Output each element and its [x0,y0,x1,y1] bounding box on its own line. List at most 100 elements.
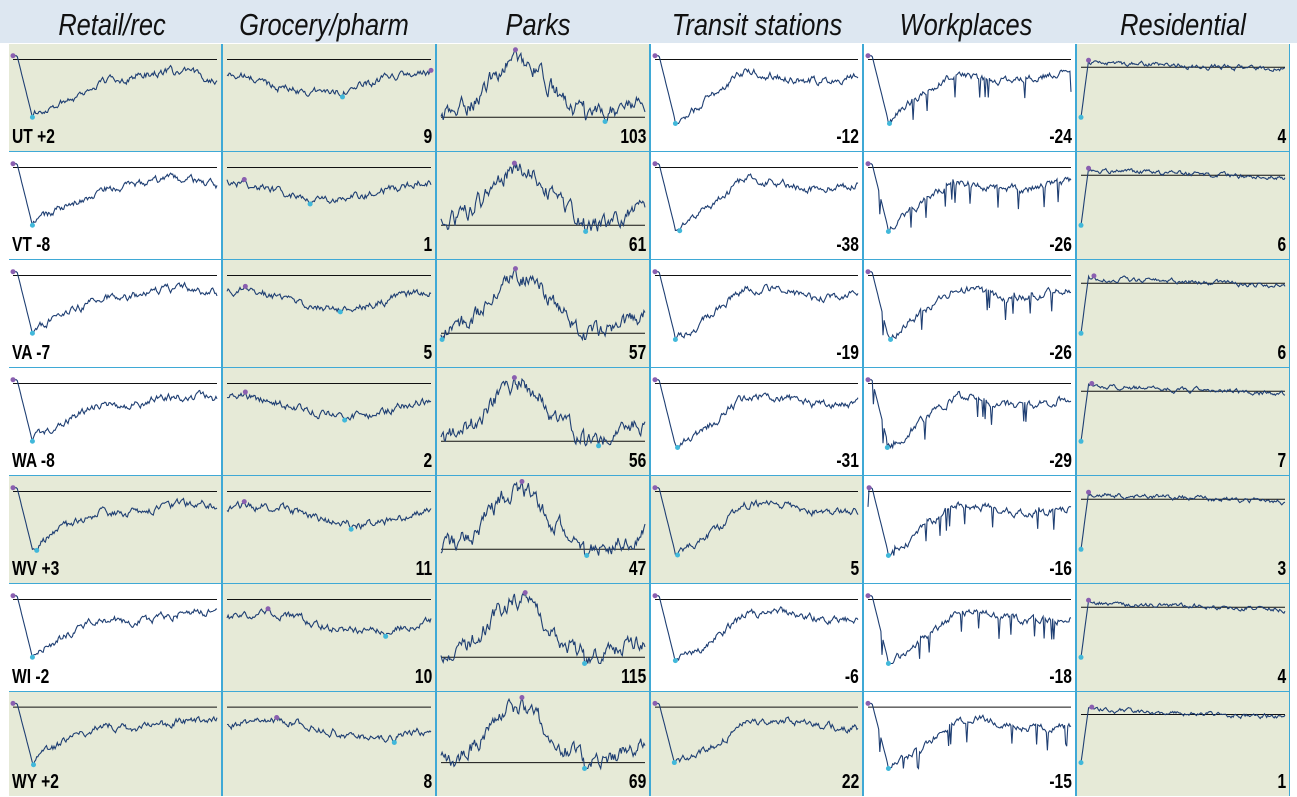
sparkline-series [1080,274,1286,334]
min-marker [677,228,683,234]
cell-value-label: 47 [628,558,646,580]
cell-value-label: 10 [414,666,432,688]
sparkline-cell: 3 [1077,476,1289,583]
max-marker [866,485,872,491]
sparkline-cell: -12 [651,44,862,151]
cell-value-label: 7 [1277,450,1286,472]
max-marker [10,161,16,167]
sparkline-cell: 6 [1077,260,1289,367]
sparkline-cell: 57 [437,260,649,367]
min-marker [675,444,681,450]
sparkline-svg [865,53,1072,126]
cell-value-label: 56 [628,450,646,472]
sparkline-cell: VT -8 [9,152,221,259]
sparkline-series [1080,599,1286,658]
max-marker [241,177,247,183]
min-marker [885,552,891,558]
cell-value-label: 8 [423,771,432,793]
cell-value-label: -16 [1049,558,1072,580]
min-marker [672,658,678,664]
min-marker [582,660,588,666]
cell-value-label: 1 [1277,771,1286,793]
sparkline-series [868,163,1072,233]
min-marker [1078,760,1084,766]
sparkline-cell: 7 [1077,368,1289,475]
cell-value-label: VT -8 [12,234,51,256]
sparkline-svg [866,485,1072,558]
min-marker [582,766,588,772]
min-marker [307,201,313,207]
sparkline-cell: -15 [864,692,1075,796]
sparkline-cell: -16 [864,476,1075,583]
cell-value-label: 6 [1277,342,1286,364]
cell-value-label: VA -7 [12,342,51,364]
min-marker [1078,330,1084,336]
max-marker [10,485,16,491]
sparkline-svg [652,593,859,664]
max-marker [652,485,658,491]
sparkline-series [13,595,218,659]
sparkline-svg [440,590,646,666]
sparkline-cell: 8 [223,692,435,796]
sparkline-cell: VA -7 [9,260,221,367]
sparkline-series [440,697,646,771]
sparkline-grid: UT +2 9 103 -12 -24 4 VT -8 1 61 -38 -26 6 VA -7 5 57-… [9,44,1290,796]
sparkline-svg [652,700,859,766]
cell-value-label: 115 [620,666,646,688]
max-marker [652,161,658,167]
sparkline-svg [652,161,859,234]
min-marker [672,336,678,342]
max-marker [242,389,248,395]
sparkline-cell: 4 [1077,584,1289,691]
max-marker [10,269,16,275]
cell-value-label: WI -2 [12,666,50,688]
min-marker [391,739,397,745]
sparkline-series [226,390,432,421]
sparkline-cell: 1 [1077,692,1289,796]
max-marker [511,160,517,166]
column-title: Transit stations [671,7,843,42]
sparkline-series [13,379,218,444]
sparkline-cell: 2 [223,368,435,475]
sparkline-svg [10,593,218,660]
sparkline-cell: -6 [651,584,862,691]
sparkline-cell: -24 [864,44,1075,151]
sparkline-cell: WV +3 [9,476,221,583]
sparkline-series [440,377,646,447]
max-marker [10,53,16,59]
sparkline-svg [226,59,434,100]
min-marker [885,766,891,772]
sparkline-cell: 103 [437,44,649,151]
sparkline-cell: -26 [864,260,1075,367]
sparkline-cell: -19 [651,260,862,367]
cell-value-label: -26 [1049,234,1072,256]
max-marker [652,700,658,706]
cell-value-label: -29 [1049,450,1072,472]
sparkline-cell: 47 [437,476,649,583]
sparkline-series [1080,60,1285,118]
sparkline-series [655,163,859,232]
sparkline-svg [1078,597,1286,660]
min-marker [885,660,891,666]
cell-value-label: -15 [1049,771,1072,793]
min-marker [337,309,343,315]
sparkline-cell: 6 [1077,152,1289,259]
sparkline-cell: WY +2 [9,692,221,796]
sparkline-svg [226,167,432,207]
sparkline-svg [226,599,432,639]
sparkline-svg [10,53,218,120]
max-marker [10,700,16,706]
max-marker [10,593,16,599]
sparkline-svg [1078,489,1286,552]
sparkline-series [868,55,1072,125]
cell-value-label: 4 [1277,666,1286,688]
min-marker [884,444,890,450]
sparkline-svg [440,160,646,234]
sparkline-series [868,379,1072,450]
sparkline-cell: 5 [651,476,862,583]
min-marker [671,760,677,766]
sparkline-svg [865,700,1072,772]
max-marker [512,266,518,272]
sparkline-cell: 11 [223,476,435,583]
sparkline-series [13,271,218,335]
